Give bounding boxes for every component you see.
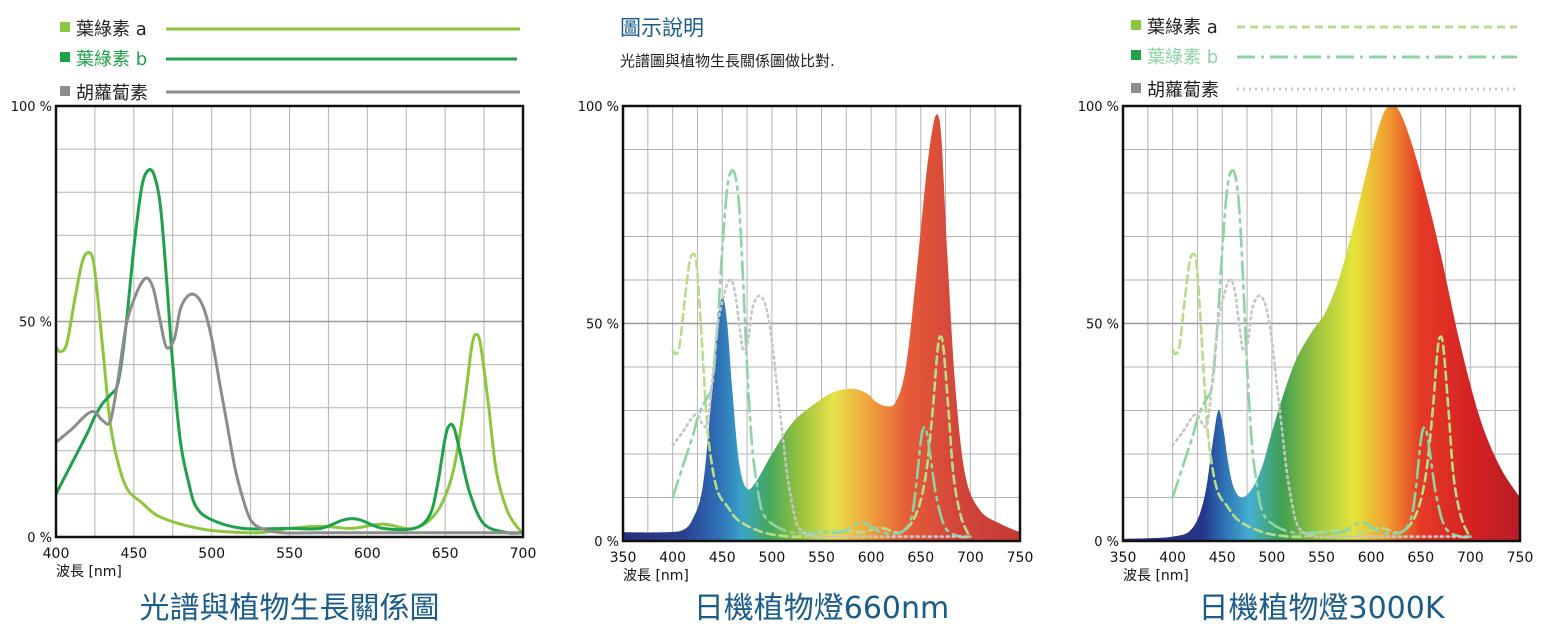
legend-swatch: [60, 22, 70, 32]
overlay-line-chlorophyll-a: [1171, 252, 1472, 538]
overlay-line-chlorophyll-b: [1171, 168, 1472, 539]
x-tick-label: 550: [1308, 550, 1335, 566]
x-tick-label: 450: [1209, 550, 1236, 566]
legend-swatch: [1131, 50, 1141, 60]
series-line-chlorophyll-a: [54, 251, 524, 535]
legend-label: 胡蘿蔔素: [1147, 80, 1219, 101]
x-axis-label: 波長 [nm]: [56, 564, 122, 580]
y-tick-label: 50 %: [586, 318, 619, 333]
legend-left-item-chlorophyll-b: 葉綠素 b: [60, 49, 517, 70]
description-text: 光譜圖與植物生長關係圖做比對.: [620, 52, 835, 70]
x-tick-label: 350: [1110, 550, 1137, 566]
x-tick-label: 600: [1358, 550, 1385, 566]
y-tick-label: 100 %: [578, 100, 619, 115]
chart-title: 日機植物燈3000K: [1198, 591, 1445, 626]
x-tick-label: 350: [610, 550, 637, 566]
y-tick-label: 0 %: [27, 531, 52, 546]
description: 圖示說明 光譜圖與植物生長關係圖做比對.: [620, 16, 835, 70]
legend-label: 胡蘿蔔素: [76, 83, 148, 104]
x-tick-label: 600: [354, 546, 381, 562]
y-tick-label: 50 %: [19, 316, 52, 331]
legend-swatch: [1131, 83, 1141, 93]
x-tick-label: 700: [957, 550, 984, 566]
x-tick-label: 500: [759, 550, 786, 566]
legend-left-item-carotene: 胡蘿蔔素: [60, 83, 520, 104]
legend-swatch: [60, 86, 70, 96]
x-tick-label: 750: [1507, 550, 1534, 566]
legend-right-item-chlorophyll-b: 葉綠素 b: [1131, 47, 1517, 68]
emission-spectrum-area: [1123, 106, 1520, 541]
chart-plant-absorption: 400 450 500 550 600 650 700 0 % 50 % 100 % 波長 [nm]…: [11, 100, 537, 626]
chart-title: 日機植物燈660nm: [694, 591, 950, 626]
legend-right: 葉綠素 a 葉綠素 b 胡蘿蔔素: [1131, 17, 1517, 101]
series-line-carotene: [55, 276, 523, 535]
x-tick-label: 500: [1259, 550, 1286, 566]
x-tick-label: 550: [808, 550, 835, 566]
legend-left: 葉綠素 a 葉綠素 b 胡蘿蔔素: [60, 19, 520, 104]
chart-title: 光譜與植物生長關係圖: [140, 591, 440, 626]
y-tick-label: 100 %: [1078, 100, 1119, 115]
legend-label: 葉綠素 a: [1147, 17, 1218, 38]
legend-swatch: [1131, 20, 1141, 30]
x-tick-label: 400: [1159, 550, 1186, 566]
description-title: 圖示說明: [620, 16, 704, 40]
x-tick-label: 450: [709, 550, 736, 566]
legend-label: 葉綠素 a: [76, 19, 147, 40]
x-tick-label: 650: [907, 550, 934, 566]
x-tick-label: 700: [510, 546, 537, 562]
legend-right-item-carotene: 胡蘿蔔素: [1131, 80, 1517, 101]
legend-right-item-chlorophyll-a: 葉綠素 a: [1131, 17, 1517, 38]
legend-label: 葉綠素 b: [76, 49, 147, 70]
x-tick-label: 500: [198, 546, 225, 562]
x-tick-label: 450: [120, 546, 147, 562]
legend-label: 葉綠素 b: [1147, 47, 1218, 68]
overlay-line-chlorophyll-b: [671, 168, 972, 539]
x-tick-label: 650: [432, 546, 459, 562]
plot-frame: [54, 104, 525, 539]
chart-lamp-660nm: 350 400 450 500 550 600 650 700 750 0 % 50 % 100 % 波…: [578, 100, 1034, 626]
x-tick-label: 700: [1457, 550, 1484, 566]
y-tick-label: 100 %: [11, 100, 52, 115]
grid: [56, 106, 523, 537]
overlay-line-chlorophyll-a: [671, 252, 972, 538]
x-tick-label: 600: [858, 550, 885, 566]
legend-swatch: [60, 52, 70, 62]
x-axis-label: 波長 [nm]: [1123, 568, 1189, 584]
overlay-line-carotene: [671, 278, 972, 539]
plot-frame: [621, 104, 1022, 543]
x-tick-label: 400: [43, 546, 70, 562]
legend-left-item-chlorophyll-a: 葉綠素 a: [60, 19, 520, 40]
x-axis-label: 波長 [nm]: [623, 568, 689, 584]
x-tick-label: 550: [276, 546, 303, 562]
x-tick-label: 750: [1007, 550, 1034, 566]
overlay-line-carotene: [1171, 278, 1472, 539]
plot-frame: [1121, 104, 1522, 543]
y-tick-label: 50 %: [1086, 318, 1119, 333]
y-tick-label: 0 %: [1094, 535, 1119, 550]
x-tick-label: 650: [1407, 550, 1434, 566]
chart-lamp-3000k: 350 400 450 500 550 600 650 700 750 0 % 50 % 100 % 波…: [1078, 100, 1534, 626]
y-tick-label: 0 %: [594, 535, 619, 550]
x-tick-label: 400: [659, 550, 686, 566]
